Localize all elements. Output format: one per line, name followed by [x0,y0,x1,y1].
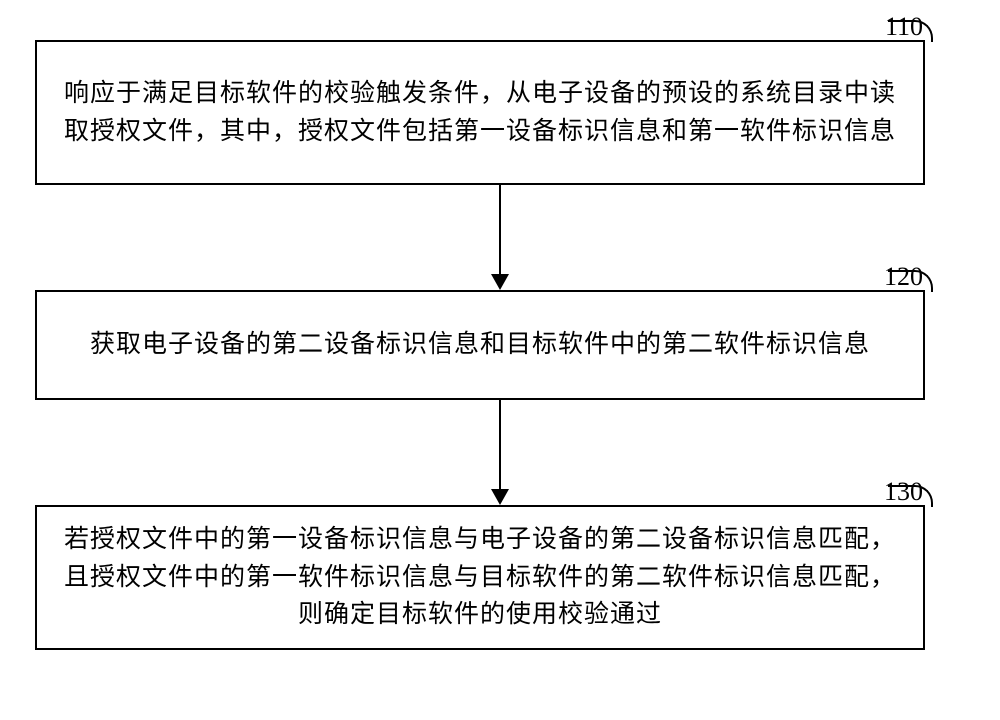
step-label-110: 110 [885,12,923,42]
step-text-130: 若授权文件中的第一设备标识信息与电子设备的第二设备标识信息匹配，且授权文件中的第… [57,521,903,634]
arrow-line [499,400,501,489]
arrow-head-icon [491,274,509,290]
arrow-110-to-120 [491,185,509,290]
arrow-120-to-130 [491,400,509,505]
step-text-110: 响应于满足目标软件的校验触发条件，从电子设备的预设的系统目录中读取授权文件，其中… [57,75,903,150]
flowchart-step-110: 110 响应于满足目标软件的校验触发条件，从电子设备的预设的系统目录中读取授权文… [35,40,925,185]
step-text-120: 获取电子设备的第二设备标识信息和目标软件中的第二软件标识信息 [90,326,870,364]
step-label-130: 130 [884,477,923,507]
flowchart-step-120: 120 获取电子设备的第二设备标识信息和目标软件中的第二软件标识信息 [35,290,925,400]
flowchart-step-130: 130 若授权文件中的第一设备标识信息与电子设备的第二设备标识信息匹配，且授权文… [35,505,925,650]
arrow-line [499,185,501,274]
flowchart-container: 110 响应于满足目标软件的校验触发条件，从电子设备的预设的系统目录中读取授权文… [0,0,1000,720]
step-label-120: 120 [884,262,923,292]
arrow-head-icon [491,489,509,505]
